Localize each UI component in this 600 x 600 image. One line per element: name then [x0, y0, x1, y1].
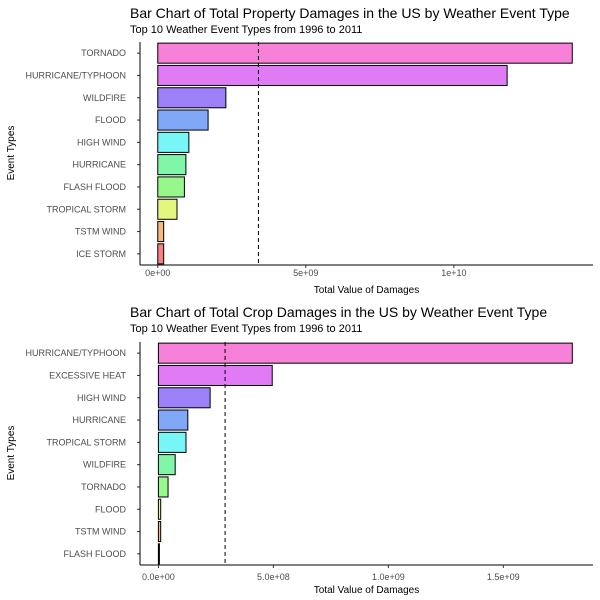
chart2-category-label-5: TROPICAL STORM [46, 437, 126, 447]
chart1-y-axis-label: Event Types [6, 126, 17, 181]
chart1-xtick-label-1: 0e+00 [145, 268, 170, 278]
chart1-category-label-1: TORNADO [81, 48, 126, 58]
chart1-category-label-5: HIGH WIND [77, 137, 126, 147]
chart2-bar-4 [157, 409, 189, 431]
chart2-x-axis-label: Total Value of Damages [314, 585, 419, 596]
chart2-bar-8 [157, 498, 162, 520]
chart2-bar-10 [157, 543, 160, 565]
chart2-xtick-label-4: 1.5e+09 [487, 572, 520, 582]
chart1-bar-9 [157, 221, 165, 243]
chart2-category-label-6: WILDFIRE [83, 460, 126, 470]
chart1-category-label-10: ICE STORM [76, 249, 126, 259]
chart1-category-label-7: FLASH FLOOD [63, 182, 126, 192]
chart2-bar-3 [157, 387, 211, 409]
chart2-category-label-9: TSTM WIND [75, 527, 126, 537]
chart1-bar-4 [157, 109, 209, 131]
chart1-bar-10 [157, 243, 165, 265]
chart1-bar-3 [157, 87, 227, 109]
chart1-category-label-9: TSTM WIND [75, 227, 126, 237]
chart1-bar-1 [157, 42, 573, 64]
chart1-bar-8 [157, 198, 178, 220]
chart1-xtick-label-3: 1e+10 [441, 268, 466, 278]
chart2-category-label-3: HIGH WIND [77, 393, 126, 403]
chart2-xtick-label-3: 1.0e+09 [372, 572, 405, 582]
chart2-subtitle: Top 10 Weather Event Types from 1996 to … [130, 323, 362, 335]
chart2-xtick-label-1: 0.0e+00 [142, 572, 175, 582]
chart1-x-axis-label: Total Value of Damages [314, 285, 419, 296]
chart2-bar-2 [157, 364, 273, 386]
chart1-subtitle: Top 10 Weather Event Types from 1996 to … [130, 24, 362, 36]
chart2-category-label-1: HURRICANE/TYPHOON [25, 348, 126, 358]
chart1-bar-6 [157, 154, 187, 176]
chart2-bar-6 [157, 454, 176, 476]
chart1-category-label-8: TROPICAL STORM [46, 204, 126, 214]
chart2-category-label-2: EXCESSIVE HEAT [49, 370, 126, 380]
chart1-category-label-2: HURRICANE/TYPHOON [25, 70, 126, 80]
chart2-category-label-10: FLASH FLOOD [63, 549, 126, 559]
chart2-y-axis-label: Event Types [6, 426, 17, 481]
chart2-xtick-label-2: 5.0e+08 [257, 572, 290, 582]
chart1-category-label-6: HURRICANE [72, 160, 126, 170]
chart1-category-label-3: WILDFIRE [83, 93, 126, 103]
chart2-bar-5 [157, 431, 187, 453]
chart1-title: Bar Chart of Total Property Damages in t… [130, 5, 570, 21]
chart2-bar-1 [157, 342, 573, 364]
chart2-title: Bar Chart of Total Crop Damages in the U… [130, 304, 547, 320]
chart2-category-label-7: TORNADO [81, 482, 126, 492]
chart1-bar-2 [157, 64, 508, 86]
chart1-bar-7 [157, 176, 185, 198]
chart2-category-label-4: HURRICANE [72, 415, 126, 425]
chart2-category-label-8: FLOOD [95, 504, 127, 514]
chart2-bar-7 [157, 476, 169, 498]
chart1-xtick-label-2: 5e+09 [293, 268, 318, 278]
chart1-category-label-4: FLOOD [95, 115, 127, 125]
chart2-bar-9 [157, 521, 162, 543]
chart1-bar-5 [157, 131, 190, 153]
